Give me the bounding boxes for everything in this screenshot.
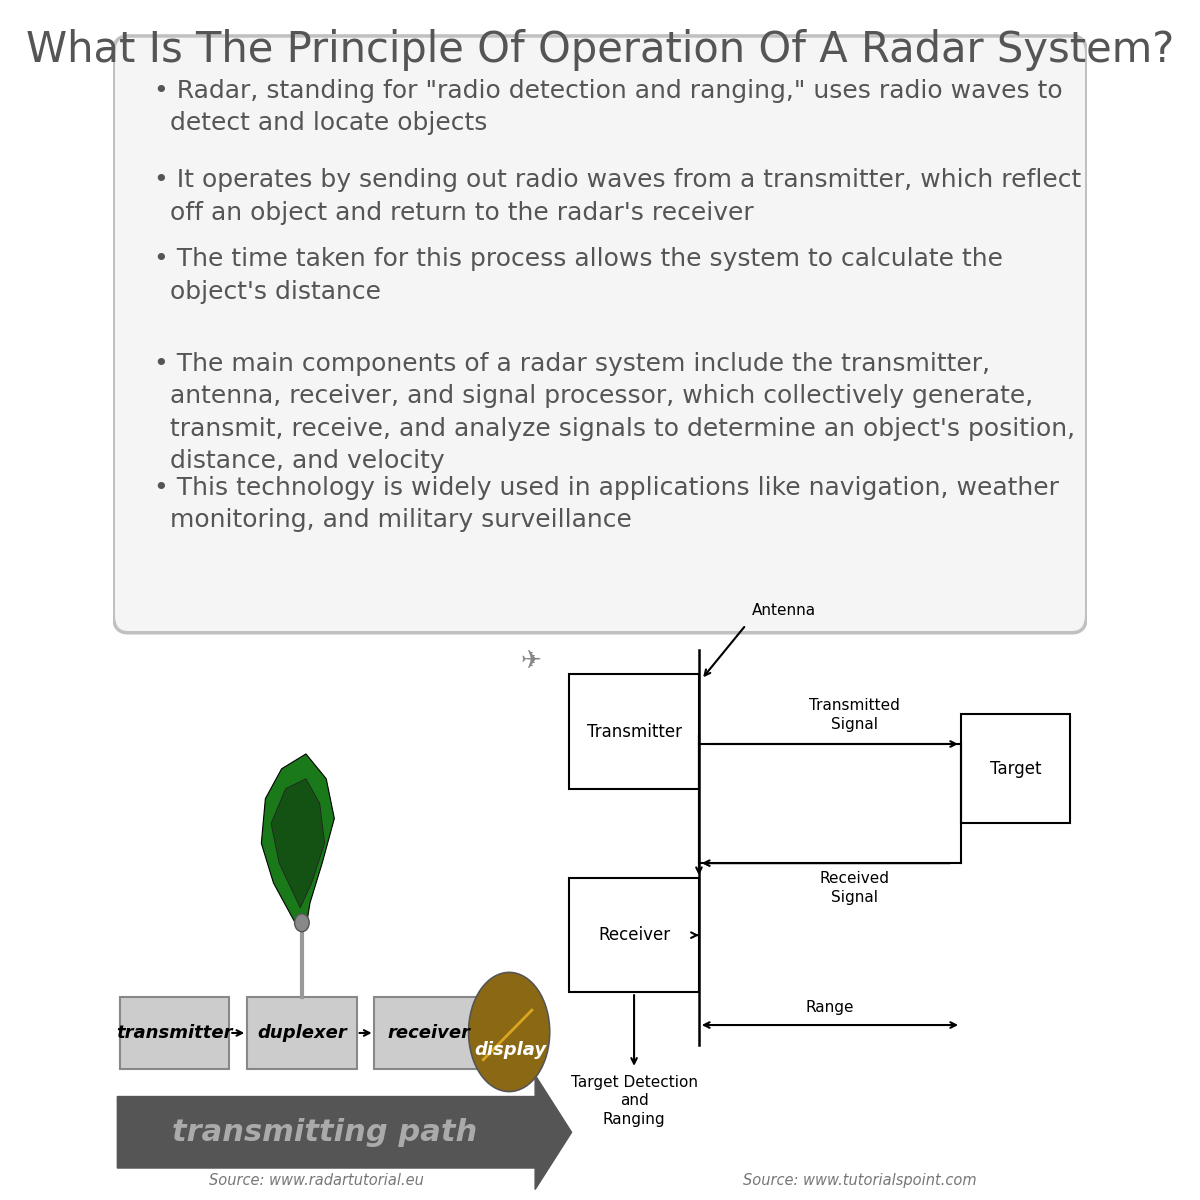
Text: Target Detection
and
Ranging: Target Detection and Ranging [570, 1075, 697, 1127]
FancyBboxPatch shape [247, 997, 356, 1069]
Text: • This technology is widely used in applications like navigation, weather
  moni: • This technology is widely used in appl… [154, 476, 1058, 533]
FancyBboxPatch shape [120, 997, 229, 1069]
FancyBboxPatch shape [569, 878, 698, 992]
FancyBboxPatch shape [374, 997, 484, 1069]
Text: transmitting path: transmitting path [172, 1117, 476, 1147]
Polygon shape [271, 779, 325, 908]
Ellipse shape [468, 972, 550, 1092]
Text: display: display [475, 1040, 547, 1058]
Text: • It operates by sending out radio waves from a transmitter, which reflect
  off: • It operates by sending out radio waves… [154, 168, 1081, 224]
FancyArrow shape [118, 1075, 571, 1189]
Text: Transmitted
Signal: Transmitted Signal [809, 698, 900, 732]
Text: Received
Signal: Received Signal [820, 871, 889, 905]
Text: transmitter: transmitter [116, 1024, 233, 1042]
Text: duplexer: duplexer [257, 1024, 347, 1042]
Text: ✈: ✈ [521, 649, 541, 673]
Polygon shape [262, 754, 335, 928]
FancyBboxPatch shape [569, 674, 698, 788]
FancyBboxPatch shape [113, 36, 1087, 632]
Text: receiver: receiver [388, 1024, 470, 1042]
Text: Target: Target [990, 760, 1042, 778]
Text: Source: www.radartutorial.eu: Source: www.radartutorial.eu [209, 1172, 424, 1188]
FancyBboxPatch shape [961, 714, 1070, 823]
Text: Receiver: Receiver [598, 926, 670, 944]
Text: Transmitter: Transmitter [587, 722, 682, 740]
Text: • The time taken for this process allows the system to calculate the
  object's : • The time taken for this process allows… [154, 247, 1003, 304]
Text: • Radar, standing for "radio detection and ranging," uses radio waves to
  detec: • Radar, standing for "radio detection a… [154, 79, 1062, 136]
Circle shape [294, 914, 310, 931]
Text: Range: Range [805, 1000, 854, 1015]
Text: Antenna: Antenna [751, 602, 816, 618]
Text: What Is The Principle Of Operation Of A Radar System?: What Is The Principle Of Operation Of A … [26, 29, 1174, 71]
Text: Source: www.tutorialspoint.com: Source: www.tutorialspoint.com [743, 1172, 977, 1188]
Text: • The main components of a radar system include the transmitter,
  antenna, rece: • The main components of a radar system … [154, 352, 1075, 473]
